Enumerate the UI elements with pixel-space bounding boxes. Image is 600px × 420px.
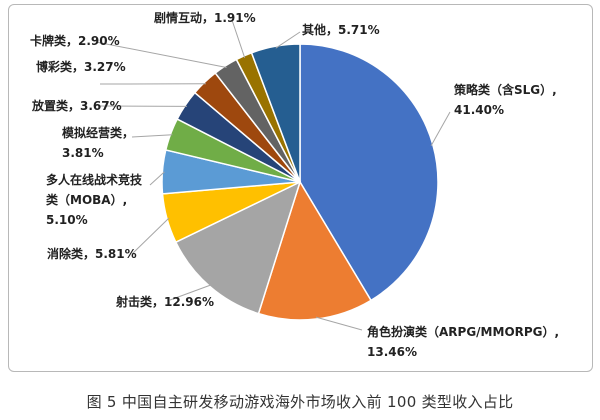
slice-label-6: 放置类，3.67% [31,98,122,113]
leader-line-8 [95,41,227,68]
pie-slice-2 [174,180,302,315]
pie-slice-0 [299,43,439,302]
leader-line-10 [275,31,301,49]
leader-line-2 [169,284,212,301]
leader-line-5 [131,134,173,138]
figure-caption: 图 5 中国自主研发移动游戏海外市场收入前 100 类型收入占比 [86,393,514,411]
slice-label-8: 卡牌类，2.90% [30,33,120,48]
leader-line-4 [149,171,165,186]
pie-slice-1 [257,180,373,321]
slice-label-2: 射击类，12.96% [115,294,214,309]
slice-label-4: 多人在线战术竞技类（MOBA）, 5.10% [46,172,143,227]
leader-line-3 [131,217,170,255]
leader-line-9 [231,19,246,58]
slice-label-0: 策略类（含SLG）, 41.40% [454,82,557,117]
slice-label-10: 其他，5.71% [302,22,380,37]
leader-line-1 [315,316,363,331]
slice-label-9: 剧情互动，1.91% [154,10,256,25]
slice-label-5: 模拟经营类， 3.81% [62,125,134,160]
slice-label-3: 消除类，5.81% [47,246,137,261]
slice-label-7: 博彩类，3.27% [36,59,126,74]
pie-chart: 策略类（含SLG）, 41.40% 角色扮演类（ARPG/MMORPG）, 13.46… [30,10,559,359]
pie-slice-10 [250,43,301,183]
slice-label-1: 角色扮演类（ARPG/MMORPG）, 13.46% [367,324,559,359]
leader-line-0 [430,111,451,146]
